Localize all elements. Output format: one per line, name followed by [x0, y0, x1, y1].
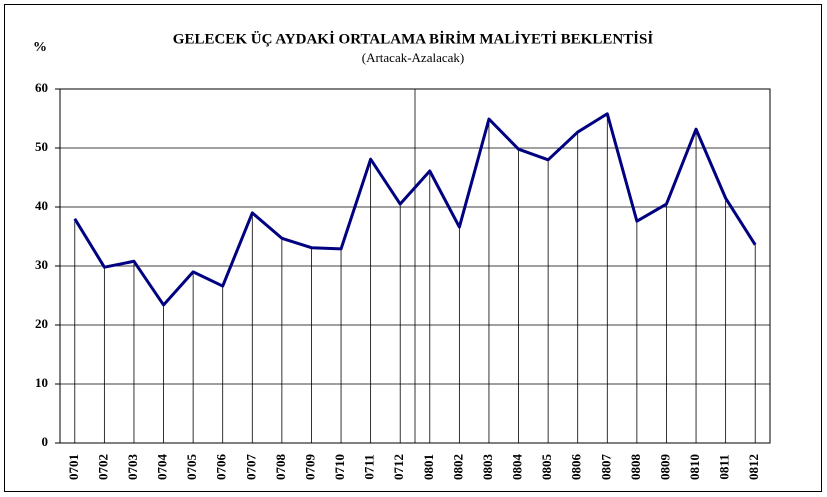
x-tick-label: 0802	[450, 454, 465, 480]
x-tick-label: 0711	[362, 454, 377, 479]
x-tick-label: 0701	[66, 454, 81, 480]
x-tick-label: 0702	[95, 454, 110, 480]
x-tick-label: 0804	[510, 454, 525, 481]
chart-border	[4, 4, 822, 492]
y-tick-label: 0	[42, 434, 49, 449]
x-tick-label: 0703	[125, 454, 140, 481]
y-axis-label: %	[33, 40, 47, 55]
x-tick-label: 0710	[332, 454, 347, 480]
y-tick-label: 30	[35, 257, 48, 272]
x-tick-label: 0705	[184, 454, 199, 481]
y-tick-label: 20	[35, 316, 48, 331]
line	[73, 112, 757, 307]
x-tick-label: 0808	[628, 454, 643, 481]
chart-subtitle: (Artacak-Azalacak)	[362, 50, 464, 65]
y-tick-label: 50	[35, 139, 48, 154]
x-tick-label: 0706	[214, 454, 229, 481]
x-tick-label: 0704	[155, 454, 170, 481]
x-tick-label: 0812	[746, 454, 761, 480]
x-tick-label: 0708	[273, 454, 288, 481]
y-tick-label: 10	[35, 375, 48, 390]
x-tick-label: 0712	[391, 454, 406, 480]
x-tick-label: 0806	[569, 454, 584, 481]
x-tick-label: 0811	[717, 454, 732, 479]
x-tick-label: 0805	[539, 454, 554, 481]
x-tick-label: 0707	[243, 454, 258, 481]
y-tick-label: 40	[35, 198, 48, 213]
chart-title: GELECEK ÜÇ AYDAKİ ORTALAMA BİRİM MALİYET…	[173, 30, 654, 47]
x-tick-label: 0803	[480, 454, 495, 481]
x-tick-label: 0810	[687, 454, 702, 480]
x-tick-label: 0807	[598, 454, 613, 481]
x-tick-label: 0809	[657, 454, 672, 481]
x-tick-label: 0801	[421, 454, 436, 480]
x-tick-label: 0709	[302, 454, 317, 481]
y-tick-label: 60	[35, 80, 48, 95]
